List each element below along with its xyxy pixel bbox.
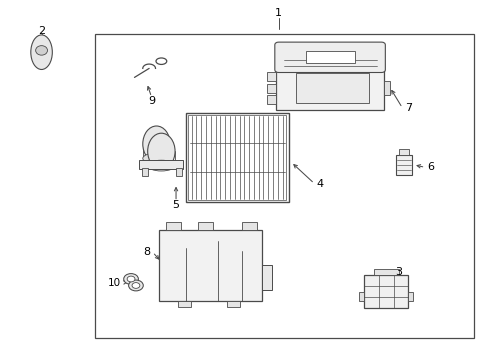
Bar: [383, 81, 389, 95]
Bar: [139, 160, 183, 169]
Bar: [166, 222, 181, 230]
Text: 8: 8: [143, 247, 150, 257]
Bar: [267, 72, 276, 81]
Text: 3: 3: [394, 267, 401, 277]
Bar: [185, 113, 288, 202]
Text: 9: 9: [148, 96, 155, 106]
FancyBboxPatch shape: [274, 42, 385, 72]
Ellipse shape: [147, 160, 175, 171]
Bar: [261, 265, 272, 290]
Bar: [364, 275, 407, 308]
Bar: [373, 269, 398, 275]
Bar: [188, 115, 285, 200]
Ellipse shape: [128, 280, 143, 291]
Bar: [227, 301, 239, 307]
Text: 5: 5: [172, 200, 179, 210]
Text: 1: 1: [275, 8, 282, 18]
Bar: [267, 95, 276, 104]
Bar: [198, 222, 212, 230]
Bar: [407, 292, 412, 301]
Ellipse shape: [147, 133, 175, 169]
Ellipse shape: [123, 274, 138, 284]
Bar: [295, 73, 368, 103]
Bar: [159, 230, 261, 301]
Ellipse shape: [132, 283, 140, 288]
Bar: [398, 149, 408, 155]
Text: 4: 4: [316, 179, 323, 189]
Bar: [142, 168, 147, 176]
Text: 2: 2: [38, 26, 45, 36]
Bar: [359, 292, 364, 301]
Ellipse shape: [31, 35, 52, 69]
Bar: [276, 63, 383, 110]
Text: 10: 10: [107, 278, 120, 288]
Bar: [242, 222, 256, 230]
Ellipse shape: [156, 58, 166, 64]
Bar: [267, 84, 276, 93]
Bar: [178, 301, 190, 307]
Bar: [176, 168, 182, 176]
Ellipse shape: [36, 46, 47, 55]
Bar: [395, 155, 411, 175]
Text: 6: 6: [426, 162, 433, 172]
Ellipse shape: [142, 153, 170, 164]
Ellipse shape: [127, 276, 135, 282]
Text: 7: 7: [404, 103, 411, 113]
Ellipse shape: [142, 126, 170, 162]
Bar: [95, 34, 473, 338]
Bar: [305, 51, 354, 63]
